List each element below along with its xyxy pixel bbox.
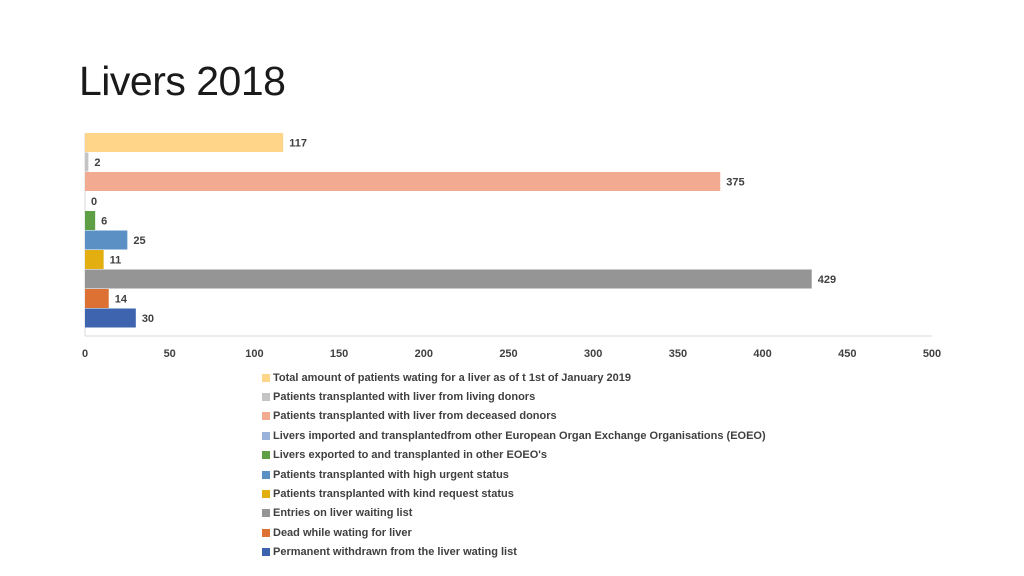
bar (85, 289, 109, 308)
bar (85, 172, 721, 191)
data-label: 2 (94, 157, 100, 169)
legend-swatch (262, 509, 270, 518)
bar (85, 230, 128, 250)
x-tick-label: 400 (753, 348, 771, 360)
legend-item: Dead while wating for liver (262, 523, 766, 542)
bar (85, 152, 89, 172)
legend-label: Patients transplanted with high urgent s… (273, 468, 509, 481)
x-tick-label: 300 (584, 348, 602, 360)
chart-title: Livers 2018 (79, 58, 286, 104)
legend-item: Patients transplanted with high urgent s… (262, 465, 766, 484)
data-label: 429 (818, 274, 836, 286)
legend-item: Patients transplanted with liver from li… (262, 387, 766, 406)
legend-item: Livers imported and transplantedfrom oth… (262, 426, 766, 445)
data-label: 25 (133, 235, 145, 247)
data-label: 11 (110, 255, 122, 267)
bar (85, 269, 812, 289)
data-label: 0 (91, 196, 97, 208)
bar (85, 308, 136, 328)
x-tick-label: 500 (923, 348, 941, 360)
legend-label: Total amount of patients wating for a li… (273, 371, 631, 384)
x-tick-label: 50 (164, 348, 176, 360)
legend-item: Patients transplanted with liver from de… (262, 407, 766, 426)
x-tick-label: 0 (82, 348, 88, 360)
legend-swatch (262, 431, 270, 440)
legend-label: Patients transplanted with kind request … (273, 488, 514, 501)
legend-item: Permanent withdrawn from the liver watin… (262, 543, 766, 562)
legend-swatch (262, 528, 270, 537)
legend-label: Livers imported and transplantedfrom oth… (273, 429, 766, 442)
data-label: 117 (289, 138, 307, 150)
chart-legend: Total amount of patients wating for a li… (262, 368, 766, 562)
legend-swatch (262, 393, 270, 402)
bar (85, 133, 284, 152)
legend-swatch (262, 373, 270, 382)
data-label: 375 (726, 177, 744, 189)
legend-swatch (262, 548, 270, 557)
legend-label: Livers exported to and transplanted in o… (273, 449, 548, 462)
legend-item: Entries on liver waiting list (262, 504, 766, 523)
legend-label: Dead while wating for liver (273, 526, 412, 539)
legend-item: Patients transplanted with kind request … (262, 484, 766, 503)
legend-label: Permanent withdrawn from the liver watin… (273, 546, 517, 559)
data-label: 6 (101, 216, 107, 228)
data-label: 30 (142, 313, 154, 325)
legend-swatch (262, 490, 270, 499)
legend-item: Total amount of patients wating for a li… (262, 368, 766, 387)
x-tick-label: 150 (330, 348, 348, 360)
x-tick-label: 450 (838, 348, 856, 360)
x-tick-label: 100 (245, 348, 263, 360)
legend-swatch (262, 451, 270, 460)
legend-item: Livers exported to and transplanted in o… (262, 446, 766, 465)
x-tick-label: 350 (669, 348, 687, 360)
legend-swatch (262, 412, 270, 421)
legend-label: Entries on liver waiting list (273, 507, 413, 520)
legend-swatch (262, 470, 270, 479)
bar (85, 250, 104, 269)
data-label: 14 (115, 294, 128, 306)
bar (85, 211, 96, 230)
legend-label: Patients transplanted with liver from de… (273, 410, 557, 423)
x-tick-label: 250 (499, 348, 517, 360)
legend-label: Patients transplanted with liver from li… (273, 391, 536, 404)
x-tick-label: 200 (415, 348, 433, 360)
